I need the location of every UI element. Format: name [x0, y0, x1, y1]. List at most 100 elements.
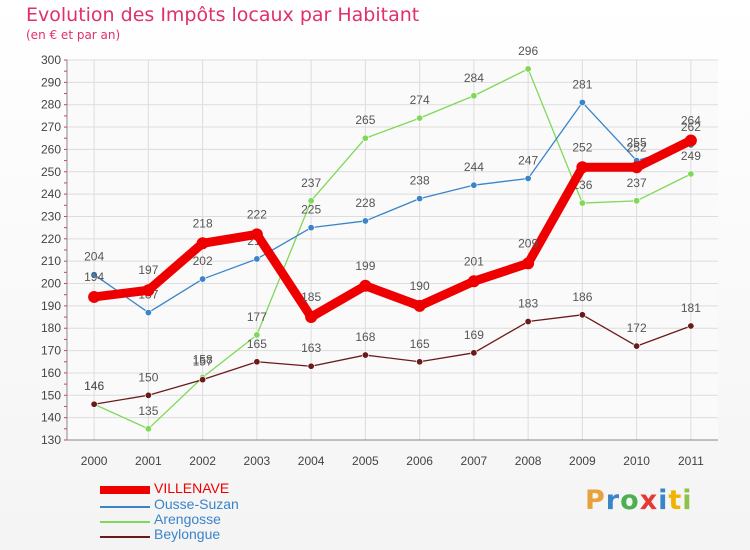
data-label: 202 — [193, 254, 213, 268]
x-tick-label: 2008 — [515, 454, 542, 468]
data-label: 158 — [193, 352, 213, 366]
data-point — [576, 161, 589, 174]
x-tick-label: 2010 — [623, 454, 650, 468]
data-label: 163 — [301, 341, 321, 355]
data-point — [524, 65, 532, 73]
data-point — [90, 271, 98, 279]
y-tick-label: 150 — [41, 388, 61, 402]
data-point — [470, 349, 478, 357]
data-point — [524, 174, 532, 182]
y-tick-label: 250 — [41, 165, 61, 179]
data-label: 218 — [193, 216, 213, 230]
data-label: 252 — [627, 140, 647, 154]
data-point — [307, 197, 315, 205]
data-label: 265 — [355, 113, 375, 127]
logo-letter: i — [658, 485, 669, 516]
data-label: 244 — [464, 160, 484, 174]
data-point — [144, 425, 152, 433]
data-label: 146 — [84, 379, 104, 393]
legend-label-ousse-suzan: Ousse-Suzan — [154, 496, 239, 512]
data-label: 249 — [681, 149, 701, 163]
legend-item-villenave: VILLENAVE — [100, 480, 320, 497]
data-label: 199 — [355, 259, 375, 273]
data-label: 204 — [84, 250, 104, 264]
data-label: 190 — [410, 279, 430, 293]
data-point — [90, 400, 98, 408]
y-tick-label: 170 — [41, 344, 61, 358]
y-tick-label: 130 — [41, 433, 61, 447]
y-tick-label: 260 — [41, 142, 61, 156]
y-tick-label: 300 — [41, 53, 61, 67]
data-point — [578, 199, 586, 207]
data-label: 201 — [464, 254, 484, 268]
data-point — [416, 195, 424, 203]
data-label: 183 — [518, 297, 538, 311]
y-tick-label: 280 — [41, 98, 61, 112]
data-point — [470, 92, 478, 100]
x-tick-label: 2006 — [406, 454, 433, 468]
data-label: 197 — [138, 263, 158, 277]
data-point — [578, 98, 586, 106]
data-point — [361, 351, 369, 359]
data-point — [359, 279, 372, 292]
y-tick-label: 270 — [41, 120, 61, 134]
data-label: 157 — [193, 355, 213, 369]
data-label: 237 — [627, 176, 647, 190]
x-tick-label: 2001 — [135, 454, 162, 468]
data-point — [633, 197, 641, 205]
x-tick-label: 2011 — [678, 454, 704, 468]
series-line-ousse-suzan — [93, 101, 692, 314]
logo-letter: t — [668, 485, 683, 516]
y-tick-label: 140 — [41, 411, 61, 425]
data-point — [467, 275, 480, 288]
legend-swatch-villenave — [100, 486, 150, 494]
data-label: 296 — [518, 44, 538, 58]
data-label: 168 — [355, 330, 375, 344]
x-tick-label: 2002 — [189, 454, 216, 468]
x-tick-label: 2004 — [298, 454, 325, 468]
data-point — [253, 331, 261, 339]
data-point — [88, 290, 101, 303]
y-tick-label: 180 — [41, 321, 61, 335]
y-tick-label: 210 — [41, 254, 61, 268]
data-point — [687, 170, 695, 178]
logo-letter: i — [682, 485, 693, 516]
data-point — [253, 358, 261, 366]
data-label: 237 — [301, 176, 321, 190]
x-tick-label: 2005 — [352, 454, 379, 468]
data-label: 284 — [464, 71, 484, 85]
y-tick-label: 200 — [41, 277, 61, 291]
y-tick-label: 230 — [41, 209, 61, 223]
data-point — [578, 311, 586, 319]
x-tick-label: 2007 — [461, 454, 488, 468]
logo-letter: o — [620, 485, 640, 516]
data-point — [413, 299, 426, 312]
data-point — [416, 114, 424, 122]
x-tick-label: 2003 — [244, 454, 271, 468]
legend-swatch-beylongue — [100, 536, 150, 538]
data-point — [687, 322, 695, 330]
data-label: 146 — [84, 379, 104, 393]
data-point — [199, 376, 207, 384]
data-point — [633, 342, 641, 350]
data-point — [416, 358, 424, 366]
data-point — [305, 311, 318, 324]
series-line-arengosse — [93, 68, 692, 430]
logo-letter: r — [605, 485, 621, 516]
data-label: 209 — [518, 236, 538, 250]
series-line-villenave — [89, 135, 696, 322]
data-label: 255 — [627, 136, 647, 150]
y-tick-label: 290 — [41, 75, 61, 89]
data-label: 228 — [355, 196, 375, 210]
data-label: 262 — [681, 120, 701, 134]
plot-area — [67, 60, 718, 440]
chart-title: Evolution des Impôts locaux par Habitant — [26, 4, 420, 26]
series-line-beylongue — [93, 314, 692, 405]
legend-item-arengosse: Arengosse — [100, 511, 320, 528]
data-label: 169 — [464, 328, 484, 342]
data-label: 252 — [572, 140, 592, 154]
y-tick-label: 240 — [41, 187, 61, 201]
data-label: 222 — [247, 207, 267, 221]
legend-item-ousse-suzan: Ousse-Suzan — [100, 496, 320, 513]
